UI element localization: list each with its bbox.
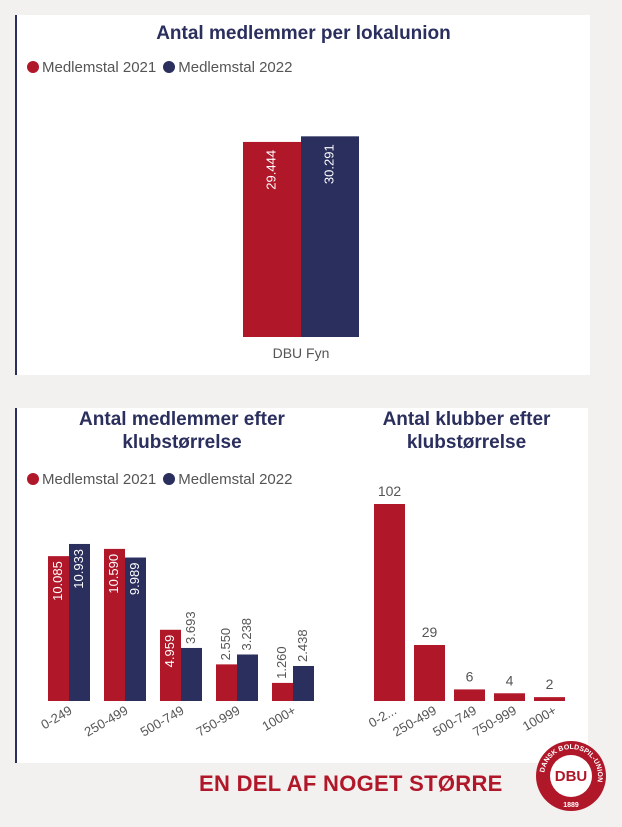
- chart-title: Antal medlemmer efter klubstørrelse: [17, 408, 347, 454]
- chart-panel-lokalunion: Antal medlemmer per lokalunion Medlemsta…: [15, 15, 590, 375]
- legend-item-2021: Medlemstal 2021: [27, 59, 156, 76]
- data-label-medlemstal-2021: 2.550: [218, 628, 233, 661]
- bar-medlemstal-2021: [48, 556, 69, 701]
- chart-title: Antal medlemmer per lokalunion: [156, 23, 451, 44]
- legend-swatch-2022: [163, 473, 176, 485]
- x-tick-label: 1000+: [520, 703, 559, 734]
- legend-item-2022: Medlemstal 2022: [163, 471, 292, 488]
- bar-chart-lokalunion: 29.444 30.291 DBU Fyn: [243, 136, 359, 361]
- bar-medlemstal-2021: [272, 682, 293, 701]
- bar-medlemstal-2021: [216, 664, 237, 701]
- legend-swatch-2021: [27, 473, 39, 485]
- data-label-medlemstal-2022: 30.291: [321, 144, 336, 184]
- logo-year-text: 1889: [563, 802, 579, 809]
- x-tick-label: 250-499: [82, 703, 131, 740]
- data-label: 102: [378, 483, 402, 499]
- x-tick-label: DBU Fyn: [273, 345, 330, 361]
- footer-tagline: EN DEL AF NOGET STØRRE: [199, 771, 503, 796]
- bar-medlemstal-2022: [293, 665, 314, 701]
- data-label: 29: [422, 624, 438, 640]
- x-tick-label: 0-249: [38, 703, 74, 733]
- legend-item-2021: Medlemstal 2021: [27, 471, 156, 488]
- data-label-medlemstal-2022: 9.989: [127, 563, 142, 596]
- bar: [414, 644, 445, 701]
- bar-medlemstal-2021: [104, 548, 125, 701]
- bar-chart-medlemmer: 10.085 10.933 0-249 10.590 9.989 250-499 4.959…: [38, 543, 314, 740]
- chart-panel-medlemmer-klubstoerrelse: Antal medlemmer efter klubstørrelse Medl…: [15, 408, 347, 763]
- data-label-medlemstal-2021: 29.444: [263, 150, 278, 190]
- legend-item-2022: Medlemstal 2022: [163, 59, 292, 76]
- logo-center-text: DBU: [555, 768, 588, 785]
- x-tick-label: 750-999: [470, 703, 519, 740]
- legend-label-2021: Medlemstal 2021: [42, 471, 157, 488]
- data-label: 6: [466, 668, 474, 684]
- bar-medlemstal-2022: [125, 557, 146, 701]
- legend-label-2021: Medlemstal 2021: [42, 59, 157, 76]
- data-label-medlemstal-2021: 10.085: [50, 561, 65, 601]
- data-label-medlemstal-2021: 4.959: [162, 635, 177, 668]
- bar-medlemstal-2022: [181, 647, 202, 701]
- bar-medlemstal-2022: [301, 136, 359, 337]
- chart-panel-klubber-klubstoerrelse: Antal klubber efter klubstørrelse 102 0-2…: [345, 408, 588, 763]
- chart-legend: Medlemstal 2021 Medlemstal 2022: [27, 471, 299, 488]
- chart-title-line-1: Antal medlemmer efter: [79, 409, 285, 430]
- chart-title-line-1: Antal klubber efter: [382, 409, 551, 430]
- bar-medlemstal-2021: [243, 141, 301, 337]
- legend-label-2022: Medlemstal 2022: [178, 59, 293, 76]
- legend-label-2022: Medlemstal 2022: [178, 471, 293, 488]
- bar: [494, 693, 525, 701]
- legend-swatch-2022: [163, 61, 176, 73]
- dbu-logo: DANSK BOLDSPIL-UNION DBU 1889: [536, 741, 606, 811]
- bar-medlemstal-2022: [237, 654, 258, 701]
- logo-inner-circle: [550, 755, 592, 797]
- bar-medlemstal-2021: [160, 629, 181, 701]
- x-tick-label: 500-749: [138, 703, 187, 740]
- chart-title-line-2: klubstørrelse: [122, 432, 242, 453]
- data-label: 4: [506, 672, 514, 688]
- bar: [374, 504, 405, 701]
- legend-swatch-2021: [27, 61, 39, 73]
- chart-legend: Medlemstal 2021 Medlemstal 2022: [27, 59, 299, 76]
- data-label-medlemstal-2022: 3.238: [239, 618, 254, 651]
- bar-medlemstal-2022: [69, 543, 90, 701]
- bar: [454, 689, 485, 701]
- data-label-medlemstal-2021: 1.260: [274, 646, 289, 679]
- data-label: 2: [546, 676, 554, 692]
- data-label-medlemstal-2022: 2.438: [295, 629, 310, 662]
- data-label-medlemstal-2022: 10.933: [71, 549, 86, 589]
- x-tick-label: 750-999: [194, 703, 243, 740]
- chart-title: Antal klubber efter klubstørrelse: [345, 408, 588, 454]
- x-tick-label: 1000+: [259, 703, 298, 734]
- bar: [534, 697, 565, 701]
- data-label-medlemstal-2022: 3.693: [183, 611, 198, 644]
- x-tick-label: 250-499: [390, 703, 439, 740]
- x-tick-label: 500-749: [430, 703, 479, 740]
- data-label-medlemstal-2021: 10.590: [106, 554, 121, 594]
- chart-title-line-2: klubstørrelse: [406, 432, 527, 453]
